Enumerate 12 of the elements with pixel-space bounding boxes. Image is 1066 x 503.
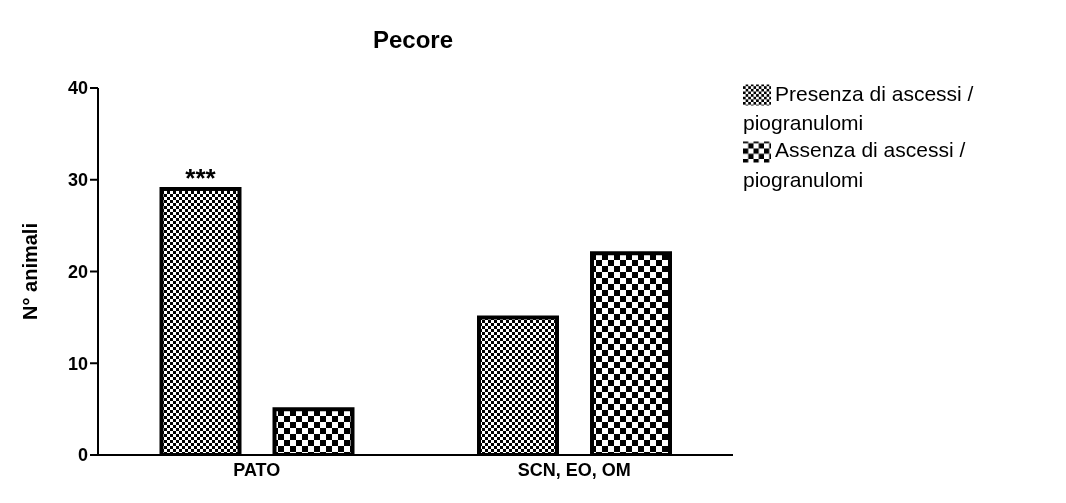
y-axis-title: N° animali	[19, 223, 42, 320]
y-tick-label: 30	[67, 170, 88, 191]
y-tick-label: 20	[67, 261, 88, 282]
y-tick-label: 40	[67, 78, 88, 99]
chart-title: Pecore	[371, 26, 455, 54]
legend-label: Assenza di ascessi / piogranulomi	[743, 138, 966, 191]
x-tick-label: PATO	[233, 459, 281, 480]
x-tick-label: SCN, EO, OM	[517, 459, 631, 480]
legend-label: Presenza di ascessi / piogranulomi	[743, 82, 974, 135]
y-tick-label: 0	[77, 445, 88, 466]
y-tick-label: 10	[67, 353, 88, 374]
annotation: ***	[185, 162, 217, 193]
